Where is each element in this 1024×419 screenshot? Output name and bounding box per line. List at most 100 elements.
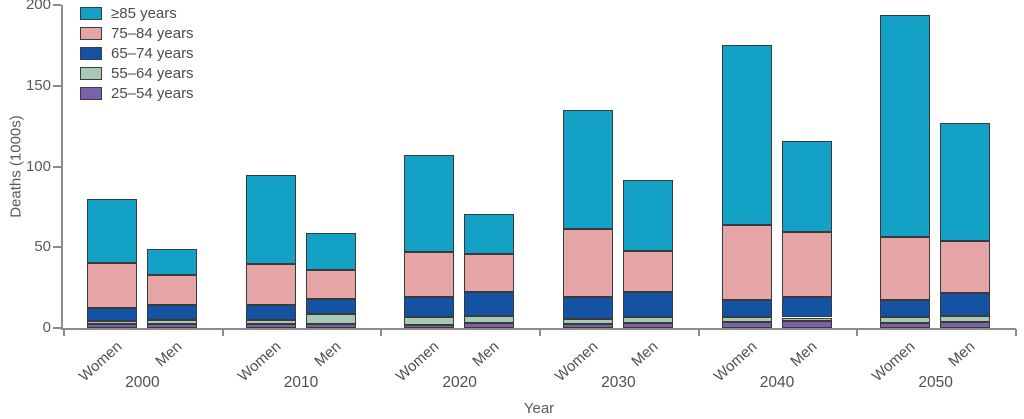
bar-segment-2010-men-75–84 years <box>305 269 356 299</box>
bar-segment-2000-men-65–74 years <box>147 305 197 320</box>
legend-item: 75–84 years <box>80 23 194 43</box>
bar-segment-2010-men-55–64 years <box>305 314 356 324</box>
bar-segment-2000-women-65–74 years <box>87 307 137 321</box>
legend: ≥85 years 75–84 years 65–74 years 55–64 yea… <box>80 3 194 103</box>
x-axis-title: Year <box>523 400 555 417</box>
bar-segment-2030-women-25–54 years <box>563 323 613 328</box>
bar-segment-2010-men-25–54 years <box>305 323 356 328</box>
y-tick-mark <box>53 84 61 87</box>
x-axis-line <box>61 328 1016 330</box>
bar-segment-2030-men-75–84 years <box>623 251 673 292</box>
bar-segment-2040-women-65–74 years <box>721 299 772 317</box>
bar-segment-2000-men-25–54 years <box>147 323 197 328</box>
bar-segment-2050-women-55–64 years <box>880 317 931 323</box>
year-label: 2030 <box>601 374 636 391</box>
x-tick-mark <box>697 329 700 336</box>
bar-segment-2010-women-≥85 years <box>245 174 296 265</box>
bar-segment-2050-men-≥85 years <box>940 122 991 241</box>
bar-segment-2020-men-65–74 years <box>464 292 515 316</box>
bar-segment-2040-men-55–64 years <box>781 317 832 321</box>
bar-segment-2030-men-≥85 years <box>623 180 673 252</box>
bar-segment-2020-women-55–64 years <box>404 316 455 325</box>
legend-item-label: 75–84 years <box>111 24 194 42</box>
bar-segment-2010-women-75–84 years <box>245 264 296 306</box>
bar-segment-2000-women-75–84 years <box>87 263 137 308</box>
bar-segment-2020-women-25–54 years <box>404 324 455 328</box>
bar-segment-2000-men-55–64 years <box>147 319 197 324</box>
bar-segment-2040-men-75–84 years <box>781 231 832 297</box>
y-tick-label: 0 <box>42 319 51 336</box>
y-tick-label: 200 <box>25 0 51 13</box>
legend-swatch <box>80 6 102 20</box>
legend-swatch <box>80 86 102 100</box>
legend-swatch <box>80 66 102 80</box>
bar-segment-2050-women-≥85 years <box>880 14 931 238</box>
bar-segment-2010-men-65–74 years <box>305 298 356 315</box>
bar-segment-2020-women-≥85 years <box>404 155 455 253</box>
legend-item-label: ≥85 years <box>111 4 177 22</box>
bar-segment-2030-men-65–74 years <box>623 291 673 318</box>
bar-segment-2010-women-55–64 years <box>245 319 296 324</box>
x-tick-mark <box>539 329 541 336</box>
bar-segment-2050-women-75–84 years <box>880 237 931 301</box>
year-label: 2040 <box>759 374 795 391</box>
legend-item: 25–54 years <box>80 83 194 103</box>
legend-item: 65–74 years <box>80 43 194 63</box>
bar-segment-2000-women-≥85 years <box>87 198 137 264</box>
bar-segment-2000-women-55–64 years <box>87 320 137 324</box>
legend-item: 55–64 years <box>80 63 194 83</box>
legend-swatch <box>80 46 102 60</box>
x-tick-mark <box>856 329 859 336</box>
bar-segment-2050-women-25–54 years <box>880 322 931 328</box>
bar-segment-2040-men-25–54 years <box>781 320 832 328</box>
bar-segment-2030-women-65–74 years <box>563 297 613 320</box>
year-label: 2000 <box>125 374 160 391</box>
bar-segment-2010-women-25–54 years <box>245 323 296 328</box>
bar-segment-2000-men-≥85 years <box>147 248 197 275</box>
bar-segment-2030-women-≥85 years <box>563 109 613 230</box>
y-axis-line <box>61 5 63 330</box>
bar-segment-2040-women-75–84 years <box>721 224 772 300</box>
legend-item-label: 65–74 years <box>111 44 194 62</box>
bar-segment-2030-men-25–54 years <box>623 322 673 328</box>
y-tick-label: 100 <box>25 157 51 175</box>
legend-item: ≥85 years <box>80 3 194 23</box>
bar-segment-2050-men-65–74 years <box>940 293 991 316</box>
year-label: 2010 <box>283 374 319 391</box>
bar-segment-2000-women-25–54 years <box>87 323 137 328</box>
bar-segment-2020-men-55–64 years <box>464 315 515 324</box>
bar-segment-2030-women-55–64 years <box>563 319 613 324</box>
bar-segment-2020-men-≥85 years <box>464 214 515 254</box>
bar-segment-2040-women-≥85 years <box>721 45 772 225</box>
legend-item-label: 25–54 years <box>111 84 194 102</box>
bar-segment-2050-women-65–74 years <box>880 300 931 318</box>
legend-swatch <box>80 26 102 40</box>
bar-segment-2040-women-55–64 years <box>721 316 772 322</box>
x-tick-mark-end <box>1015 329 1017 336</box>
y-tick-mark <box>53 246 61 249</box>
x-tick-mark <box>221 329 224 336</box>
x-tick-mark <box>63 329 65 336</box>
bar-segment-2040-women-25–54 years <box>721 321 772 328</box>
bar-segment-2020-men-25–54 years <box>464 323 515 328</box>
bar-segment-2040-men-≥85 years <box>781 140 832 232</box>
bar-segment-2050-men-25–54 years <box>940 321 991 328</box>
y-tick-label: 150 <box>25 76 51 94</box>
bar-segment-2020-women-65–74 years <box>404 297 455 317</box>
y-tick-mark <box>53 327 61 329</box>
bar-segment-2040-men-65–74 years <box>781 296 832 318</box>
bar-segment-2030-women-75–84 years <box>563 229 613 298</box>
bar-segment-2000-men-75–84 years <box>147 274 197 306</box>
bar-segment-2010-men-≥85 years <box>305 232 356 270</box>
bar-segment-2050-men-55–64 years <box>940 315 991 322</box>
y-tick-mark <box>53 4 61 6</box>
x-tick-mark <box>380 329 383 336</box>
bar-segment-2030-men-55–64 years <box>623 317 673 323</box>
y-tick-label: 50 <box>34 238 51 256</box>
year-label: 2020 <box>442 374 477 391</box>
legend-item-label: 55–64 years <box>111 64 194 82</box>
bar-segment-2020-women-75–84 years <box>404 252 455 298</box>
bar-segment-2050-men-75–84 years <box>940 240 991 294</box>
y-tick-mark <box>53 165 61 168</box>
